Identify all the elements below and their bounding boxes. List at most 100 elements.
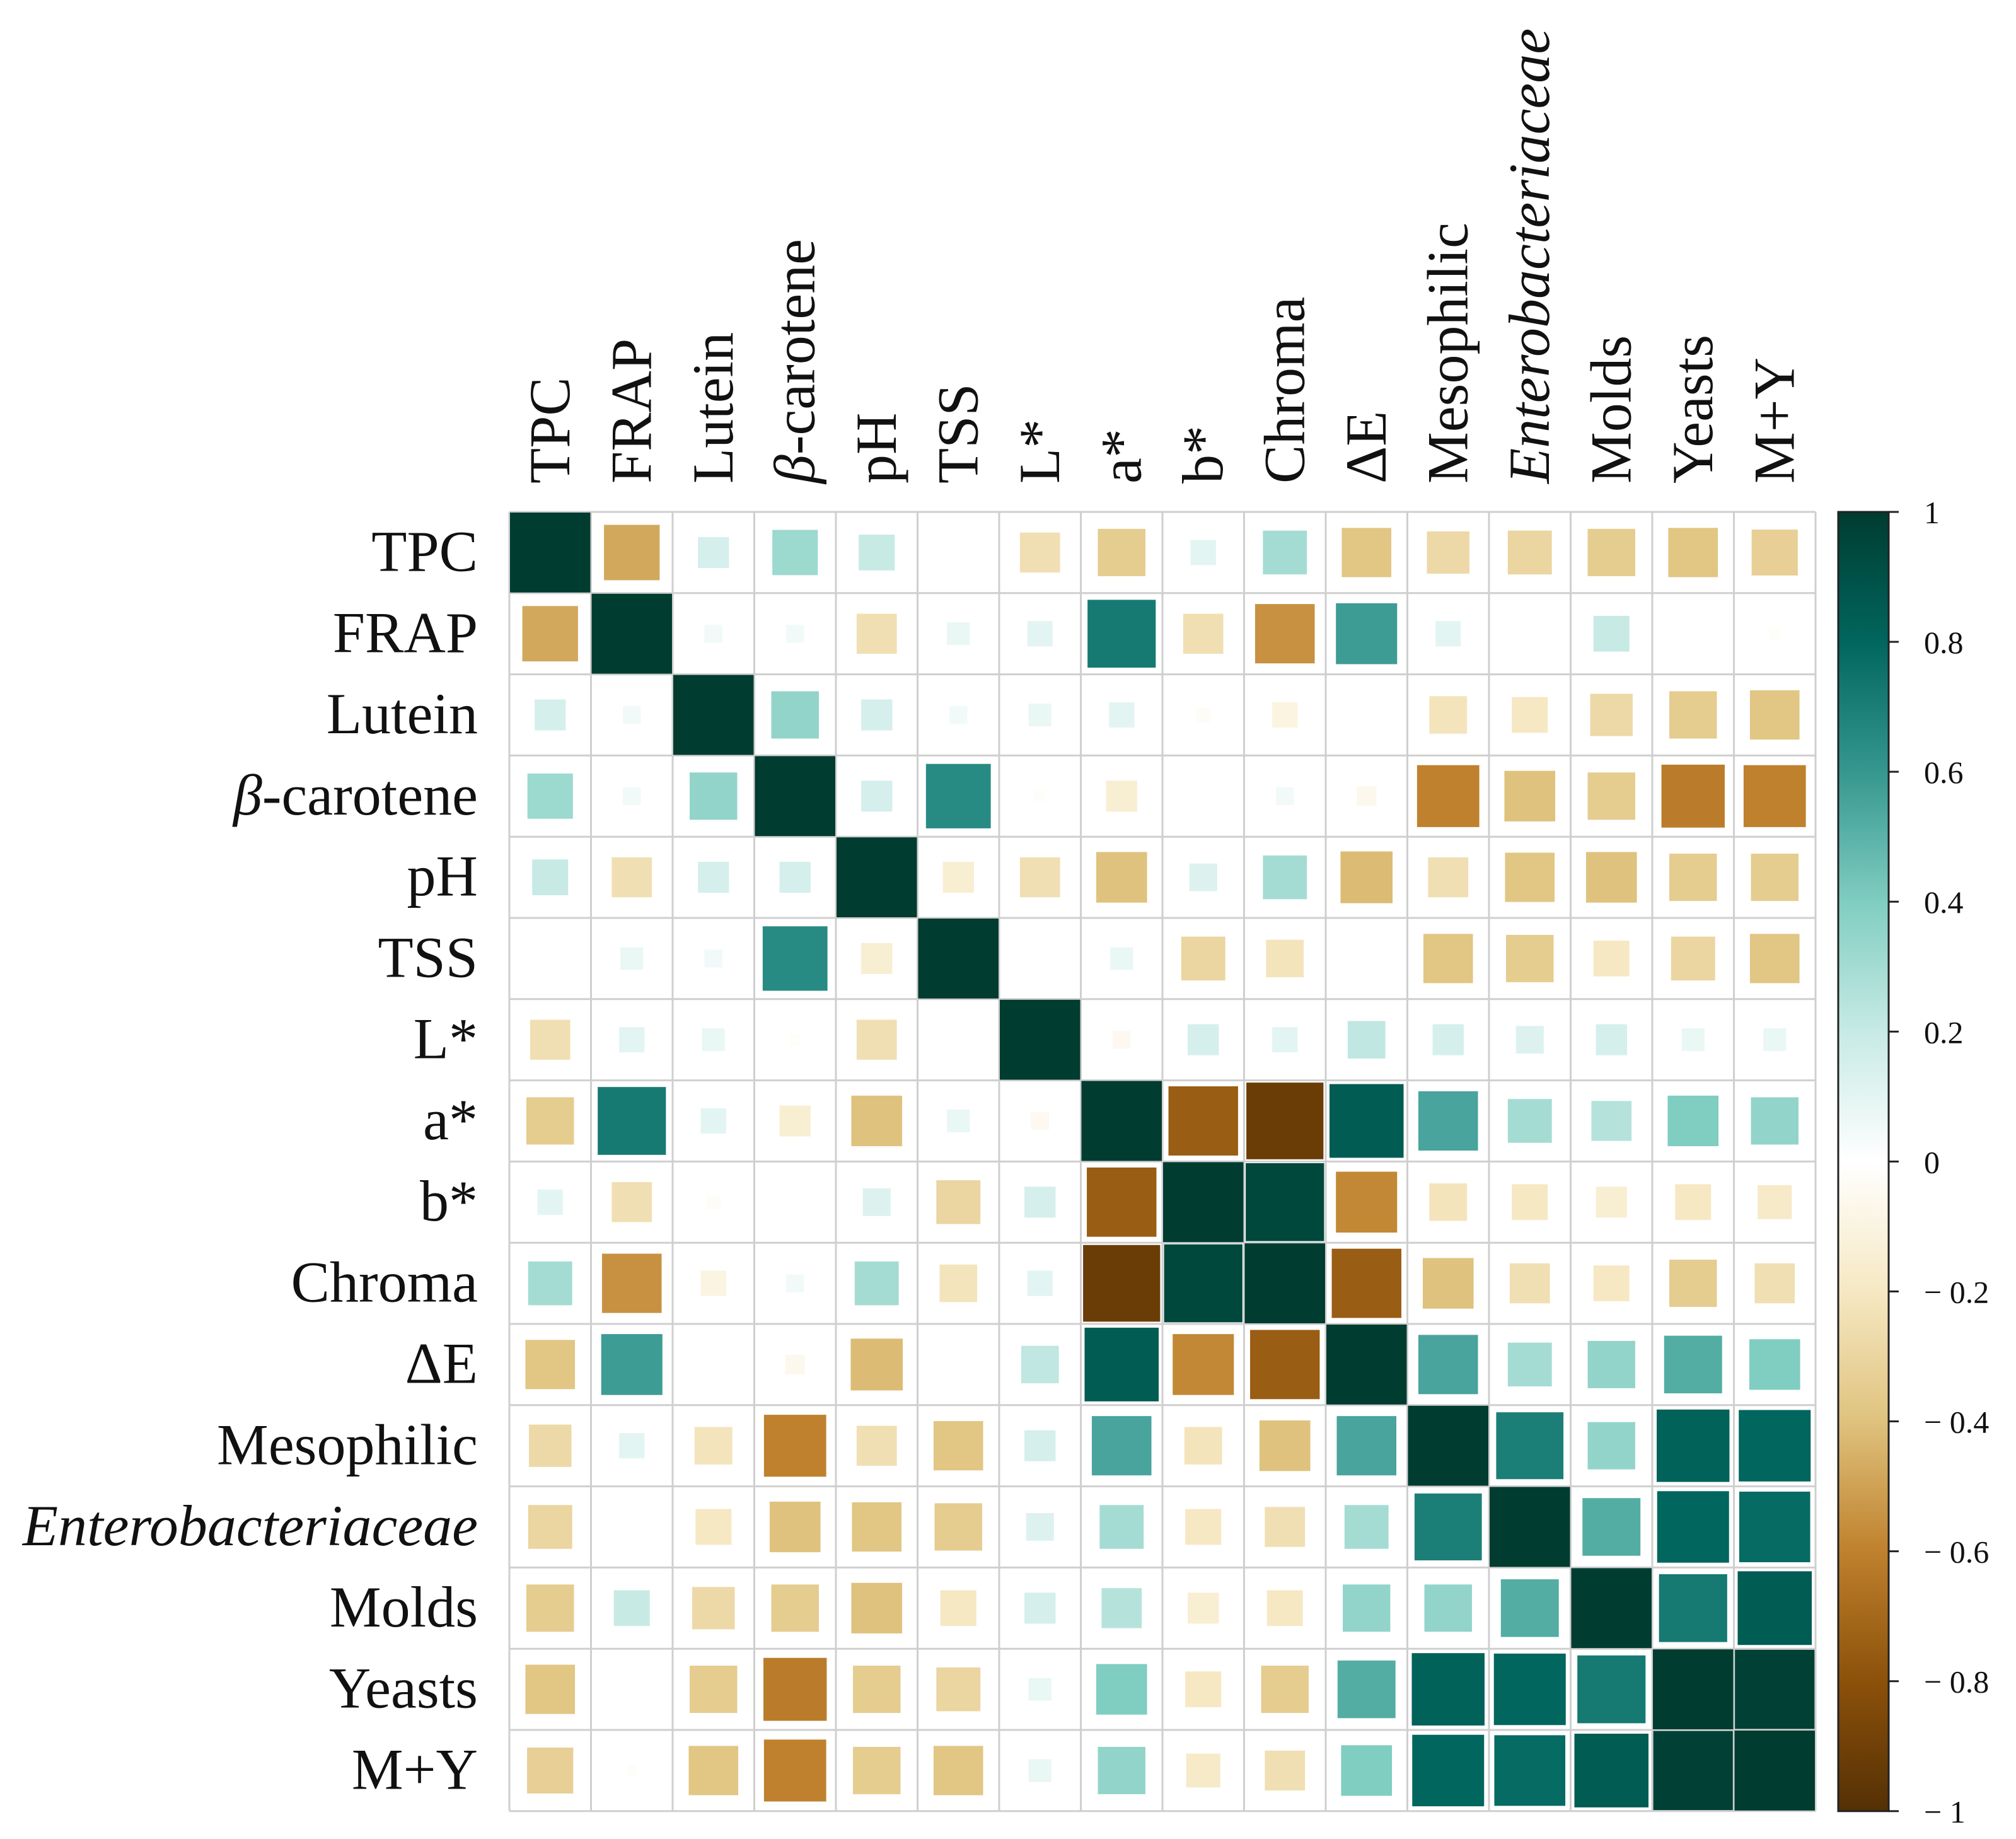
row-label-tpc: TPC <box>371 519 478 584</box>
cell-beta-carotene-tpc <box>527 773 573 819</box>
cell-a-star-b-star <box>1168 1086 1238 1156</box>
cell-ph-tss <box>942 862 974 893</box>
cell-ph-m-plus-y <box>1751 854 1799 902</box>
cell-a-star-m-plus-y <box>1751 1097 1799 1145</box>
cell-m-plus-y-enterobacteriaceae <box>1494 1735 1566 1806</box>
colorbar-tick-label: 0 <box>1924 1144 1940 1180</box>
cell-tpc-chroma <box>1263 530 1307 575</box>
cell-a-star-a-star <box>1081 1081 1162 1161</box>
cell-l-star-mesophilic <box>1432 1024 1464 1055</box>
colorbar-tick-label: 0.8 <box>1924 625 1964 660</box>
cell-enterobacteriaceae-enterobacteriaceae <box>1490 1487 1570 1567</box>
cell-ph-enterobacteriaceae <box>1505 852 1555 902</box>
cell-molds-yeasts <box>1659 1574 1727 1642</box>
cell-mesophilic-a-star <box>1091 1416 1152 1476</box>
cell-chroma-l-star <box>1027 1270 1053 1296</box>
column-labels: TPC FRAP Lutein β-carotene pH TSS L* a* b* Chroma… <box>518 28 1807 485</box>
cell-deltae-chroma <box>1250 1330 1320 1400</box>
cell-chroma-a-star <box>1083 1244 1161 1322</box>
cell-molds-frap <box>613 1590 650 1627</box>
cell-deltae-b-star <box>1173 1334 1234 1395</box>
cell-tss-tss <box>918 919 999 999</box>
cell-molds-deltae <box>1343 1584 1391 1632</box>
cell-ph-a-star <box>1096 852 1147 903</box>
cell-m-plus-y-l-star <box>1028 1759 1051 1782</box>
cell-m-plus-y-b-star <box>1186 1753 1220 1788</box>
cell-molds-beta-carotene <box>771 1584 819 1632</box>
cell-lutein-a-star <box>1109 702 1135 728</box>
cell-enterobacteriaceae-a-star <box>1099 1505 1144 1549</box>
cell-tpc-molds <box>1587 528 1635 576</box>
cell-beta-carotene-yeasts <box>1661 764 1725 828</box>
column-label-l-star: L* <box>1007 419 1072 484</box>
cell-yeasts-mesophilic <box>1411 1653 1485 1726</box>
column-label-a-star: a* <box>1089 429 1153 484</box>
colorbar-tick-label: 0.2 <box>1924 1014 1964 1050</box>
cell-l-star-l-star <box>1000 999 1080 1080</box>
cell-tss-ph <box>861 943 893 974</box>
cell-deltae-mesophilic <box>1418 1335 1478 1395</box>
cell-ph-mesophilic <box>1428 857 1469 898</box>
cell-lutein-molds <box>1590 693 1633 736</box>
row-label-l-star: L* <box>414 1006 478 1070</box>
cell-chroma-frap <box>601 1253 662 1313</box>
cell-tpc-lutein <box>698 537 729 568</box>
cell-frap-b-star <box>1183 613 1224 654</box>
cell-ph-l-star <box>1019 857 1060 898</box>
cell-enterobacteriaceae-mesophilic <box>1414 1493 1482 1561</box>
cell-tpc-tpc <box>510 513 591 593</box>
heatmap-grid <box>508 511 1817 1813</box>
cell-yeasts-molds <box>1577 1655 1646 1724</box>
cell-b-star-m-plus-y <box>1758 1185 1792 1219</box>
cell-b-star-frap <box>611 1182 652 1222</box>
cell-frap-lutein <box>704 625 723 643</box>
cell-beta-carotene-a-star <box>1106 780 1137 812</box>
cell-b-star-deltae <box>1336 1171 1398 1233</box>
colorbar-tick-label: − 0.2 <box>1924 1274 1989 1309</box>
cell-yeasts-a-star <box>1096 1664 1147 1715</box>
cell-lutein-lutein <box>673 675 754 755</box>
cell-yeasts-b-star <box>1185 1671 1222 1707</box>
cell-tss-b-star <box>1181 936 1225 981</box>
cell-tss-a-star <box>1110 947 1133 970</box>
cell-ph-molds <box>1585 852 1637 903</box>
row-label-yeasts: Yeasts <box>329 1656 478 1720</box>
cell-ph-beta-carotene <box>779 862 811 893</box>
cell-l-star-yeasts <box>1681 1028 1705 1052</box>
column-label-b-star: b* <box>1171 426 1235 484</box>
cell-deltae-l-star <box>1021 1345 1059 1384</box>
cell-yeasts-m-plus-y <box>1735 1649 1815 1729</box>
cell-enterobacteriaceae-m-plus-y <box>1739 1492 1810 1562</box>
row-label-tss: TSS <box>378 925 478 990</box>
cell-deltae-m-plus-y <box>1749 1339 1800 1390</box>
cell-enterobacteriaceae-lutein <box>695 1509 732 1545</box>
cell-chroma-chroma <box>1244 1243 1325 1323</box>
cell-deltae-molds <box>1587 1340 1635 1388</box>
colorbar-tick-label: 0.6 <box>1924 755 1964 790</box>
cell-l-star-tpc <box>530 1019 571 1060</box>
cell-frap-chroma <box>1254 604 1315 664</box>
cell-ph-chroma <box>1263 855 1307 900</box>
cell-molds-ph <box>851 1582 903 1633</box>
cell-molds-m-plus-y <box>1737 1571 1812 1645</box>
row-label-b-star: b* <box>420 1169 478 1233</box>
cell-beta-carotene-enterobacteriaceae <box>1504 770 1556 821</box>
cell-tss-lutein <box>704 949 723 968</box>
cell-lutein-frap <box>622 705 641 724</box>
cell-beta-carotene-chroma <box>1275 787 1294 805</box>
cell-beta-carotene-beta-carotene <box>755 756 835 837</box>
cell-tss-frap <box>620 947 644 970</box>
cell-m-plus-y-lutein <box>688 1746 739 1795</box>
cell-beta-carotene-m-plus-y <box>1743 765 1806 827</box>
column-label-tss: TSS <box>925 383 990 484</box>
cell-a-star-beta-carotene <box>779 1105 811 1137</box>
cell-tss-mesophilic <box>1423 934 1473 983</box>
cell-b-star-enterobacteriaceae <box>1512 1184 1548 1221</box>
cell-frap-ph <box>856 613 897 654</box>
cell-frap-frap <box>591 593 672 674</box>
cell-molds-b-star <box>1188 1592 1219 1624</box>
cell-mesophilic-lutein <box>694 1427 733 1465</box>
cell-deltae-yeasts <box>1664 1335 1722 1394</box>
cell-mesophilic-l-star <box>1024 1430 1056 1461</box>
